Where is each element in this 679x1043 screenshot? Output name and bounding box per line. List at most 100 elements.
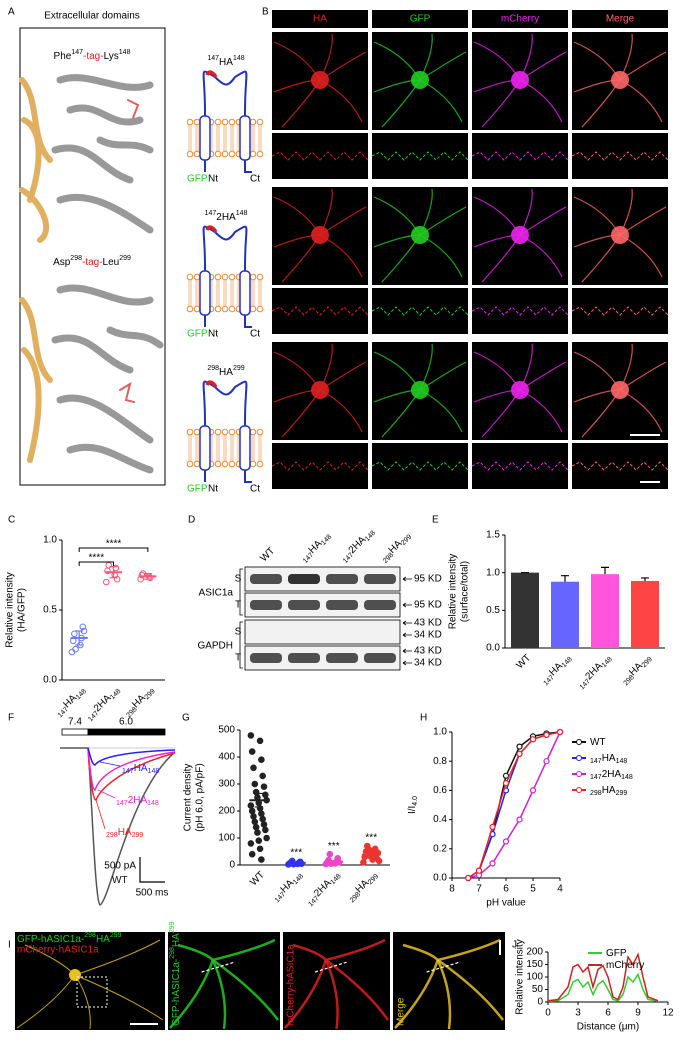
blot-band bbox=[364, 600, 396, 610]
text-part: HA bbox=[118, 827, 132, 838]
blot-band bbox=[364, 653, 396, 663]
lipid-head bbox=[186, 460, 194, 468]
x-tick-label: 9 bbox=[635, 1008, 641, 1019]
error-bar bbox=[254, 792, 263, 808]
data-point bbox=[360, 859, 367, 866]
soma bbox=[411, 381, 429, 399]
text-part: GFP-hASIC1a- bbox=[17, 934, 84, 945]
data-point bbox=[556, 728, 564, 736]
panel-letter: D bbox=[188, 515, 195, 526]
neurite bbox=[271, 461, 369, 471]
data-point bbox=[465, 874, 472, 882]
trace-label: WT bbox=[112, 875, 128, 886]
column-header bbox=[472, 10, 568, 28]
blot-band bbox=[250, 653, 282, 663]
y-tick-label: 0 bbox=[229, 860, 235, 871]
dendrite bbox=[169, 959, 214, 1029]
neurite bbox=[471, 151, 569, 161]
data-point bbox=[258, 856, 265, 863]
blot-strip bbox=[244, 619, 401, 645]
lipid-tail bbox=[195, 125, 199, 151]
size-marker: 95 KD bbox=[414, 574, 442, 585]
text-part: Lys bbox=[104, 51, 119, 62]
data-point bbox=[502, 838, 510, 845]
text-part: 2HA bbox=[602, 769, 622, 780]
data-point bbox=[326, 850, 334, 858]
data-point bbox=[250, 764, 257, 772]
error-bar bbox=[109, 566, 118, 579]
fraction-label: S bbox=[235, 627, 242, 638]
micrograph-strip bbox=[372, 443, 468, 489]
lipid-tail bbox=[251, 125, 255, 151]
lipid-head bbox=[256, 150, 264, 158]
ha-tag bbox=[205, 380, 218, 388]
lipid-tail bbox=[216, 125, 220, 151]
data-point bbox=[489, 860, 496, 867]
data-point bbox=[262, 826, 269, 834]
y-tick-label: 0.5 bbox=[43, 605, 57, 616]
scale-label: 500 ms bbox=[136, 888, 169, 899]
data-point bbox=[529, 736, 537, 743]
lipid-tail bbox=[251, 280, 255, 306]
panel-letter: B bbox=[262, 7, 269, 18]
lipid-head bbox=[228, 273, 236, 281]
micrograph-strip bbox=[272, 133, 368, 179]
text-part: 299 bbox=[233, 365, 245, 372]
protein-chain bbox=[202, 380, 252, 483]
tm-helix bbox=[199, 270, 211, 316]
text-part: 147 bbox=[205, 210, 217, 217]
panel-letter: G bbox=[182, 713, 190, 724]
data-point bbox=[251, 818, 259, 826]
bar bbox=[511, 572, 539, 648]
tm-helix bbox=[199, 115, 211, 161]
data-point bbox=[258, 810, 265, 818]
lipid-tail bbox=[216, 280, 220, 306]
x-axis-label: pH value bbox=[486, 898, 526, 909]
topology-schematic bbox=[186, 380, 264, 483]
lipid-tail bbox=[195, 435, 199, 461]
panel-letter: I bbox=[8, 940, 11, 951]
error-bar bbox=[292, 861, 301, 865]
data-point bbox=[138, 571, 146, 579]
lipid-tail bbox=[223, 125, 227, 151]
column-label: mCherry bbox=[501, 14, 539, 25]
dendrite bbox=[436, 959, 452, 1030]
text-part: 148 bbox=[233, 55, 245, 62]
lipid-head bbox=[256, 428, 264, 436]
y-axis-label: Relative intensity bbox=[448, 554, 459, 630]
y-axis-label: Current density bbox=[183, 764, 194, 832]
soma bbox=[511, 226, 529, 244]
micrograph-strip bbox=[372, 288, 468, 334]
legend-label: WT bbox=[590, 737, 606, 748]
data-point bbox=[262, 791, 269, 799]
fraction-label: T bbox=[235, 653, 241, 664]
x-tick-label: 12 bbox=[662, 1008, 674, 1019]
y-tick-label: 200 bbox=[526, 947, 543, 958]
column-label: HA bbox=[313, 14, 327, 25]
tm-helix bbox=[239, 425, 251, 471]
data-point bbox=[72, 645, 79, 653]
fraction-label: S bbox=[235, 574, 242, 585]
y-axis-label: (surface/total) bbox=[460, 561, 471, 622]
lipid-tail bbox=[230, 125, 234, 151]
y-tick-label: 0.0 bbox=[486, 643, 500, 654]
marker-arrow bbox=[402, 632, 412, 638]
lipid-head bbox=[228, 305, 236, 313]
y-tick-label: 1.0 bbox=[486, 567, 500, 578]
data-point bbox=[247, 732, 255, 739]
text-part: WT bbox=[112, 875, 128, 886]
tm-helix bbox=[239, 270, 251, 316]
dendrite bbox=[325, 938, 386, 962]
y-tick-label: 0.0 bbox=[433, 873, 447, 884]
column-label: GFP bbox=[410, 14, 431, 25]
x-tick-label: 0 bbox=[545, 1008, 551, 1019]
data-point bbox=[543, 731, 550, 739]
blot-band bbox=[288, 574, 320, 584]
significance-label: **** bbox=[89, 553, 105, 564]
data-point bbox=[255, 837, 263, 845]
soma bbox=[411, 71, 429, 89]
text-part: 148 bbox=[616, 758, 628, 765]
text-part: HA bbox=[171, 933, 182, 947]
lipid-head bbox=[186, 150, 194, 158]
